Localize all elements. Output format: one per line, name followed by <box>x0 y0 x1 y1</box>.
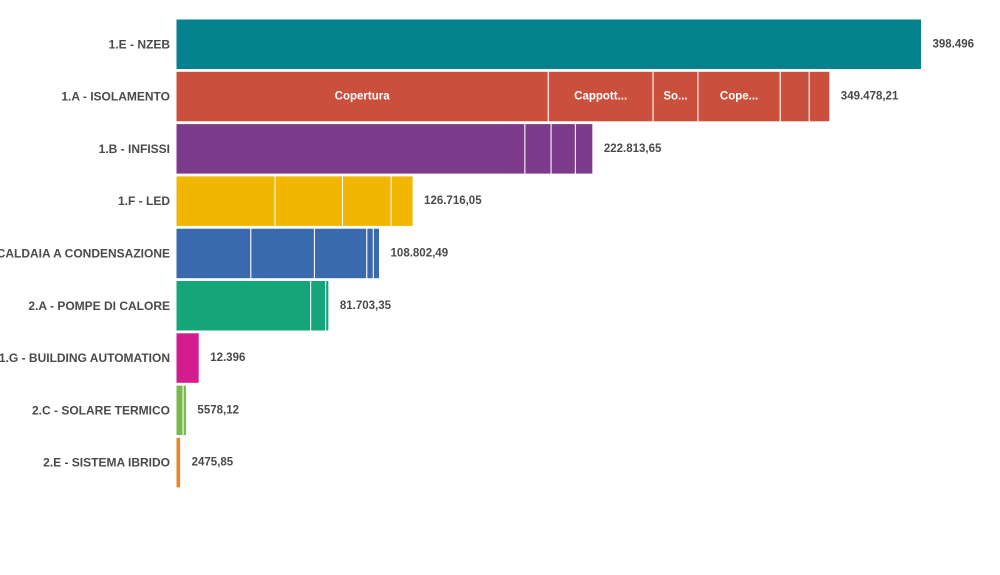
bar-segment[interactable] <box>310 280 327 332</box>
bar-segment[interactable] <box>372 227 381 280</box>
total-value-label: 12.396 <box>210 352 245 364</box>
bar-segment[interactable] <box>182 384 187 437</box>
segment-label: So... <box>663 91 687 103</box>
segment-label: Cappott... <box>574 91 627 103</box>
bar-group-2-c-caldaia-a-condensazione[interactable]: 2.C - CALDAIA A CONDENSAZIONE 108.802,49 <box>0 227 449 280</box>
bar-segment[interactable] <box>779 70 810 123</box>
segment-label: Cope... <box>720 91 758 103</box>
total-value-label: 5578,12 <box>197 404 239 416</box>
bar-group-1-e-nzeb[interactable]: 1.E - NZEB 398.496 <box>109 18 975 70</box>
bar-group-2-c-solare-termico[interactable]: 2.C - SOLARE TERMICO 5578,12 <box>32 384 239 437</box>
category-label: 2.A - POMPE DI CALORE <box>28 299 170 313</box>
category-label: 1.G - BUILDING AUTOMATION <box>0 351 170 365</box>
bar-group-1-g-building-automation[interactable]: 1.G - BUILDING AUTOMATION 12.396 <box>0 332 245 384</box>
total-value-label: 81.703,35 <box>340 300 392 312</box>
bar-segment[interactable] <box>250 227 315 280</box>
bar-segment[interactable] <box>574 123 594 175</box>
total-value-label: 2475,85 <box>192 457 234 469</box>
bar-segment[interactable] <box>325 280 330 332</box>
bar-segment[interactable] <box>697 70 781 123</box>
total-value-label: 349.478,21 <box>841 91 899 103</box>
bar-segment[interactable] <box>175 384 184 437</box>
bar-segment[interactable] <box>175 227 252 280</box>
bar-segment[interactable] <box>652 70 699 123</box>
bar-segment[interactable] <box>808 70 831 123</box>
bar-segment[interactable] <box>366 227 374 280</box>
category-label: 1.E - NZEB <box>109 37 171 51</box>
total-value-label: 126.716,05 <box>424 195 482 207</box>
bar-segment[interactable] <box>524 123 552 175</box>
bar-group-1-f-led[interactable]: 1.F - LED 126.716,05 <box>118 175 482 227</box>
total-value-label: 222.813,65 <box>604 143 662 155</box>
total-value-label: 398.496 <box>933 38 975 50</box>
bar-group-2-a-pompe-di-calore[interactable]: 2.A - POMPE DI CALORE 81.703,35 <box>28 280 392 332</box>
bar-group-2-e-sistema-ibrido[interactable]: 2.E - SISTEMA IBRIDO 2475,85 <box>43 436 234 489</box>
bar-segment[interactable] <box>175 436 182 489</box>
bar-segment[interactable] <box>175 18 922 70</box>
bar-segment[interactable] <box>274 175 343 227</box>
total-value-label: 108.802,49 <box>391 247 449 259</box>
bar-segment[interactable] <box>175 123 526 175</box>
bar-segment[interactable] <box>313 227 368 280</box>
bar-segment[interactable] <box>550 123 576 175</box>
segment-label: Copertura <box>335 91 391 103</box>
category-label: 2.C - SOLARE TERMICO <box>32 403 170 417</box>
bar-group-1-a-isolamento[interactable]: 1.A - ISOLAMENTO Copertura Cappott... So...… <box>61 70 899 123</box>
bar-segment[interactable] <box>547 70 654 123</box>
category-label: 1.B - INFISSI <box>99 142 170 156</box>
bar-segment[interactable] <box>175 332 200 384</box>
bar-segment[interactable] <box>341 175 392 227</box>
bar-segment[interactable] <box>175 70 549 123</box>
category-label: 1.F - LED <box>118 194 170 208</box>
category-label: 2.E - SISTEMA IBRIDO <box>43 456 170 470</box>
bar-segment[interactable] <box>175 175 276 227</box>
category-label: 2.C - CALDAIA A CONDENSAZIONE <box>0 246 170 260</box>
bar-segment[interactable] <box>390 175 414 227</box>
bar-group-1-b-infissi[interactable]: 1.B - INFISSI 222.813,65 <box>99 123 662 175</box>
bar-segment[interactable] <box>175 280 312 332</box>
category-label: 1.A - ISOLAMENTO <box>61 90 170 104</box>
